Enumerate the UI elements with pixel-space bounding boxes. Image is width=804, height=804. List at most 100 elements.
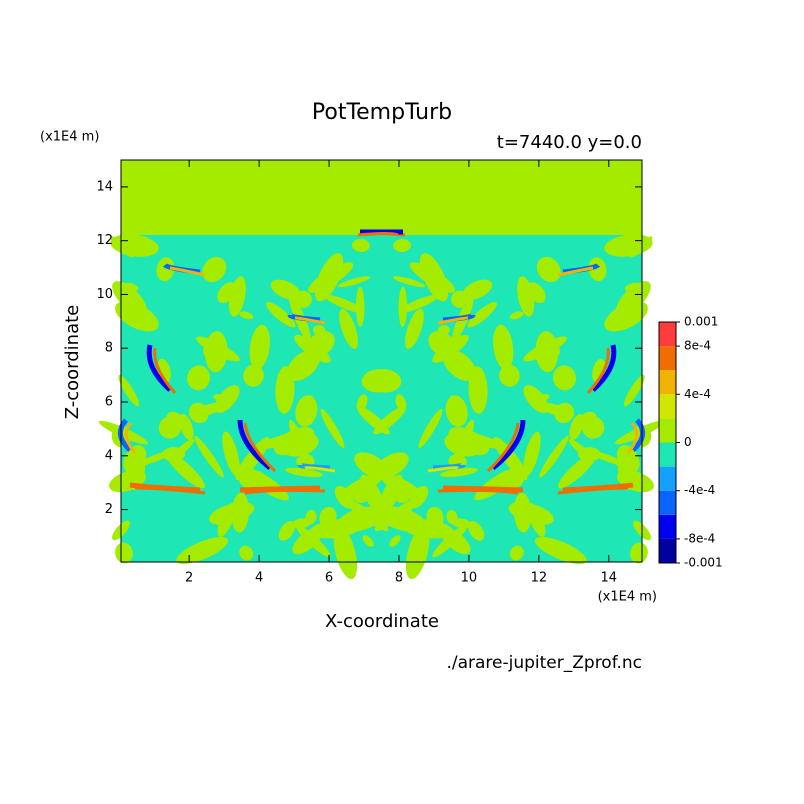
field-blob xyxy=(194,435,224,478)
field-blob xyxy=(156,257,175,282)
colorbar-band xyxy=(659,538,676,563)
field-blob xyxy=(389,535,401,547)
subtitle: t=7440.0 y=0.0 xyxy=(497,132,642,153)
chart-title: PotTempTurb xyxy=(312,100,452,125)
colorbar-tick-label: -8e-4 xyxy=(684,531,715,545)
field-blob xyxy=(286,349,321,381)
field-blob xyxy=(259,431,306,449)
field-blob xyxy=(467,301,497,328)
colorbar-band xyxy=(659,466,676,491)
field-blob xyxy=(187,365,211,391)
field-streak xyxy=(486,422,520,473)
field-blob xyxy=(539,342,560,361)
field-streak xyxy=(357,232,399,237)
field-blob xyxy=(379,474,404,512)
field-streak xyxy=(304,466,336,473)
field-blob xyxy=(582,416,605,439)
field-blob xyxy=(203,342,224,361)
field-blob xyxy=(222,431,240,477)
field-blob xyxy=(115,301,159,332)
field-streak xyxy=(442,485,524,493)
x-tick-label: 4 xyxy=(255,571,263,586)
field-blob xyxy=(440,527,471,555)
colorbar-tick-label: 8e-4 xyxy=(684,339,711,353)
field-blob xyxy=(243,364,264,387)
field-blob xyxy=(294,290,312,308)
x-unit: (x1E4 m) xyxy=(598,590,657,605)
x-tick-label: 2 xyxy=(185,571,193,586)
colorbar-band xyxy=(659,346,676,371)
field-streak xyxy=(243,422,277,473)
field-streak xyxy=(124,421,137,454)
colorbar-tick-label: 4e-4 xyxy=(684,387,711,401)
field-streak xyxy=(237,419,272,470)
field-streak xyxy=(244,488,326,495)
field-blob xyxy=(291,518,312,529)
field-blob xyxy=(536,256,561,283)
field-blob xyxy=(343,498,389,532)
field-blob xyxy=(209,502,255,525)
field-blob xyxy=(158,416,181,439)
field-blob xyxy=(451,290,469,308)
colorbar-tick-label: 0.001 xyxy=(684,315,718,329)
field-streak xyxy=(169,266,206,277)
field-blob xyxy=(278,520,296,541)
field-blob xyxy=(162,447,186,462)
field-blob xyxy=(451,518,472,529)
field-streak xyxy=(294,316,326,325)
y-unit: (x1E4 m) xyxy=(40,130,99,145)
field-blob xyxy=(418,408,443,448)
field-streak xyxy=(626,421,639,454)
field-blob xyxy=(398,286,407,328)
field-blob xyxy=(239,469,267,490)
x-tick-label: 10 xyxy=(461,571,478,586)
colorbar-band xyxy=(659,490,676,515)
field-streak xyxy=(557,266,594,277)
field-blob xyxy=(508,502,554,525)
field-blob xyxy=(356,394,368,412)
field-blob xyxy=(285,467,323,478)
y-tick-label: 10 xyxy=(96,287,113,302)
field-blob xyxy=(457,431,504,449)
field-blob xyxy=(309,519,362,539)
y-tick-label: 6 xyxy=(105,395,113,410)
colorbar-band xyxy=(659,394,676,419)
x-axis-label: X-coordinate xyxy=(325,611,439,632)
field-blob xyxy=(356,286,365,328)
field-blob xyxy=(401,519,454,539)
field-blob xyxy=(409,262,456,293)
colorbar-band xyxy=(659,322,676,347)
field-streak xyxy=(591,344,617,392)
field-blob xyxy=(554,402,575,424)
field-blob xyxy=(509,545,524,561)
field-blob xyxy=(307,331,335,357)
source-label: ./arare-jupiter_Zprof.nc xyxy=(446,653,642,673)
x-tick-label: 12 xyxy=(531,571,548,586)
field-blob xyxy=(614,420,665,445)
field-blob xyxy=(115,542,133,564)
field-streak xyxy=(134,486,206,495)
x-tick-label: 14 xyxy=(601,571,618,586)
field-blob xyxy=(509,311,524,320)
field-blob xyxy=(374,452,409,479)
field-blob xyxy=(374,498,420,532)
field-blob xyxy=(493,324,514,370)
field-blob xyxy=(428,331,456,357)
field-blob xyxy=(362,535,374,547)
field-blob xyxy=(558,452,597,489)
field-blob xyxy=(292,527,323,555)
y-tick-label: 14 xyxy=(96,179,113,194)
field-blob xyxy=(604,234,653,257)
field-blob xyxy=(393,238,411,252)
field-blob xyxy=(539,435,569,478)
field-blob xyxy=(166,452,205,489)
field-blob xyxy=(333,526,358,580)
field-streak xyxy=(586,347,610,395)
field-blob xyxy=(467,520,485,541)
colorbar-band xyxy=(659,418,676,443)
y-tick-label: 2 xyxy=(105,502,113,517)
field-streak xyxy=(437,488,519,495)
field-blob xyxy=(405,526,430,580)
field-blob xyxy=(118,374,140,407)
